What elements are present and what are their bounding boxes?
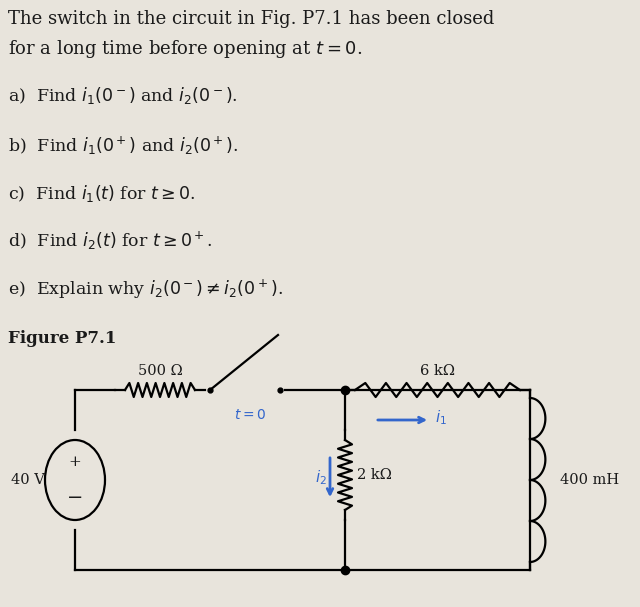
Text: for a long time before opening at $t = 0$.: for a long time before opening at $t = 0… (8, 38, 362, 60)
Text: 400 mH: 400 mH (560, 473, 619, 487)
Text: −: − (67, 489, 83, 507)
Text: 500 Ω: 500 Ω (138, 364, 182, 378)
Text: 40 V: 40 V (11, 473, 45, 487)
Text: $t = 0$: $t = 0$ (234, 408, 266, 422)
Text: +: + (68, 455, 81, 469)
Text: 2 kΩ: 2 kΩ (357, 468, 392, 482)
Text: b)  Find $i_1(0^+)$ and $i_2(0^+)$.: b) Find $i_1(0^+)$ and $i_2(0^+)$. (8, 135, 239, 157)
Text: The switch in the circuit in Fig. P7.1 has been closed: The switch in the circuit in Fig. P7.1 h… (8, 10, 494, 28)
Text: $i_1$: $i_1$ (435, 409, 447, 427)
Text: d)  Find $i_2(t)$ for $t \geq 0^+$.: d) Find $i_2(t)$ for $t \geq 0^+$. (8, 230, 212, 253)
Text: a)  Find $i_1(0^-)$ and $i_2(0^-)$.: a) Find $i_1(0^-)$ and $i_2(0^-)$. (8, 85, 238, 106)
Text: e)  Explain why $i_2(0^-) \neq i_2(0^+)$.: e) Explain why $i_2(0^-) \neq i_2(0^+)$. (8, 278, 283, 301)
Text: 6 kΩ: 6 kΩ (420, 364, 455, 378)
Text: $i_2$: $i_2$ (315, 469, 327, 487)
Text: Figure P7.1: Figure P7.1 (8, 330, 116, 347)
Text: c)  Find $i_1(t)$ for $t \geq 0$.: c) Find $i_1(t)$ for $t \geq 0$. (8, 183, 196, 204)
